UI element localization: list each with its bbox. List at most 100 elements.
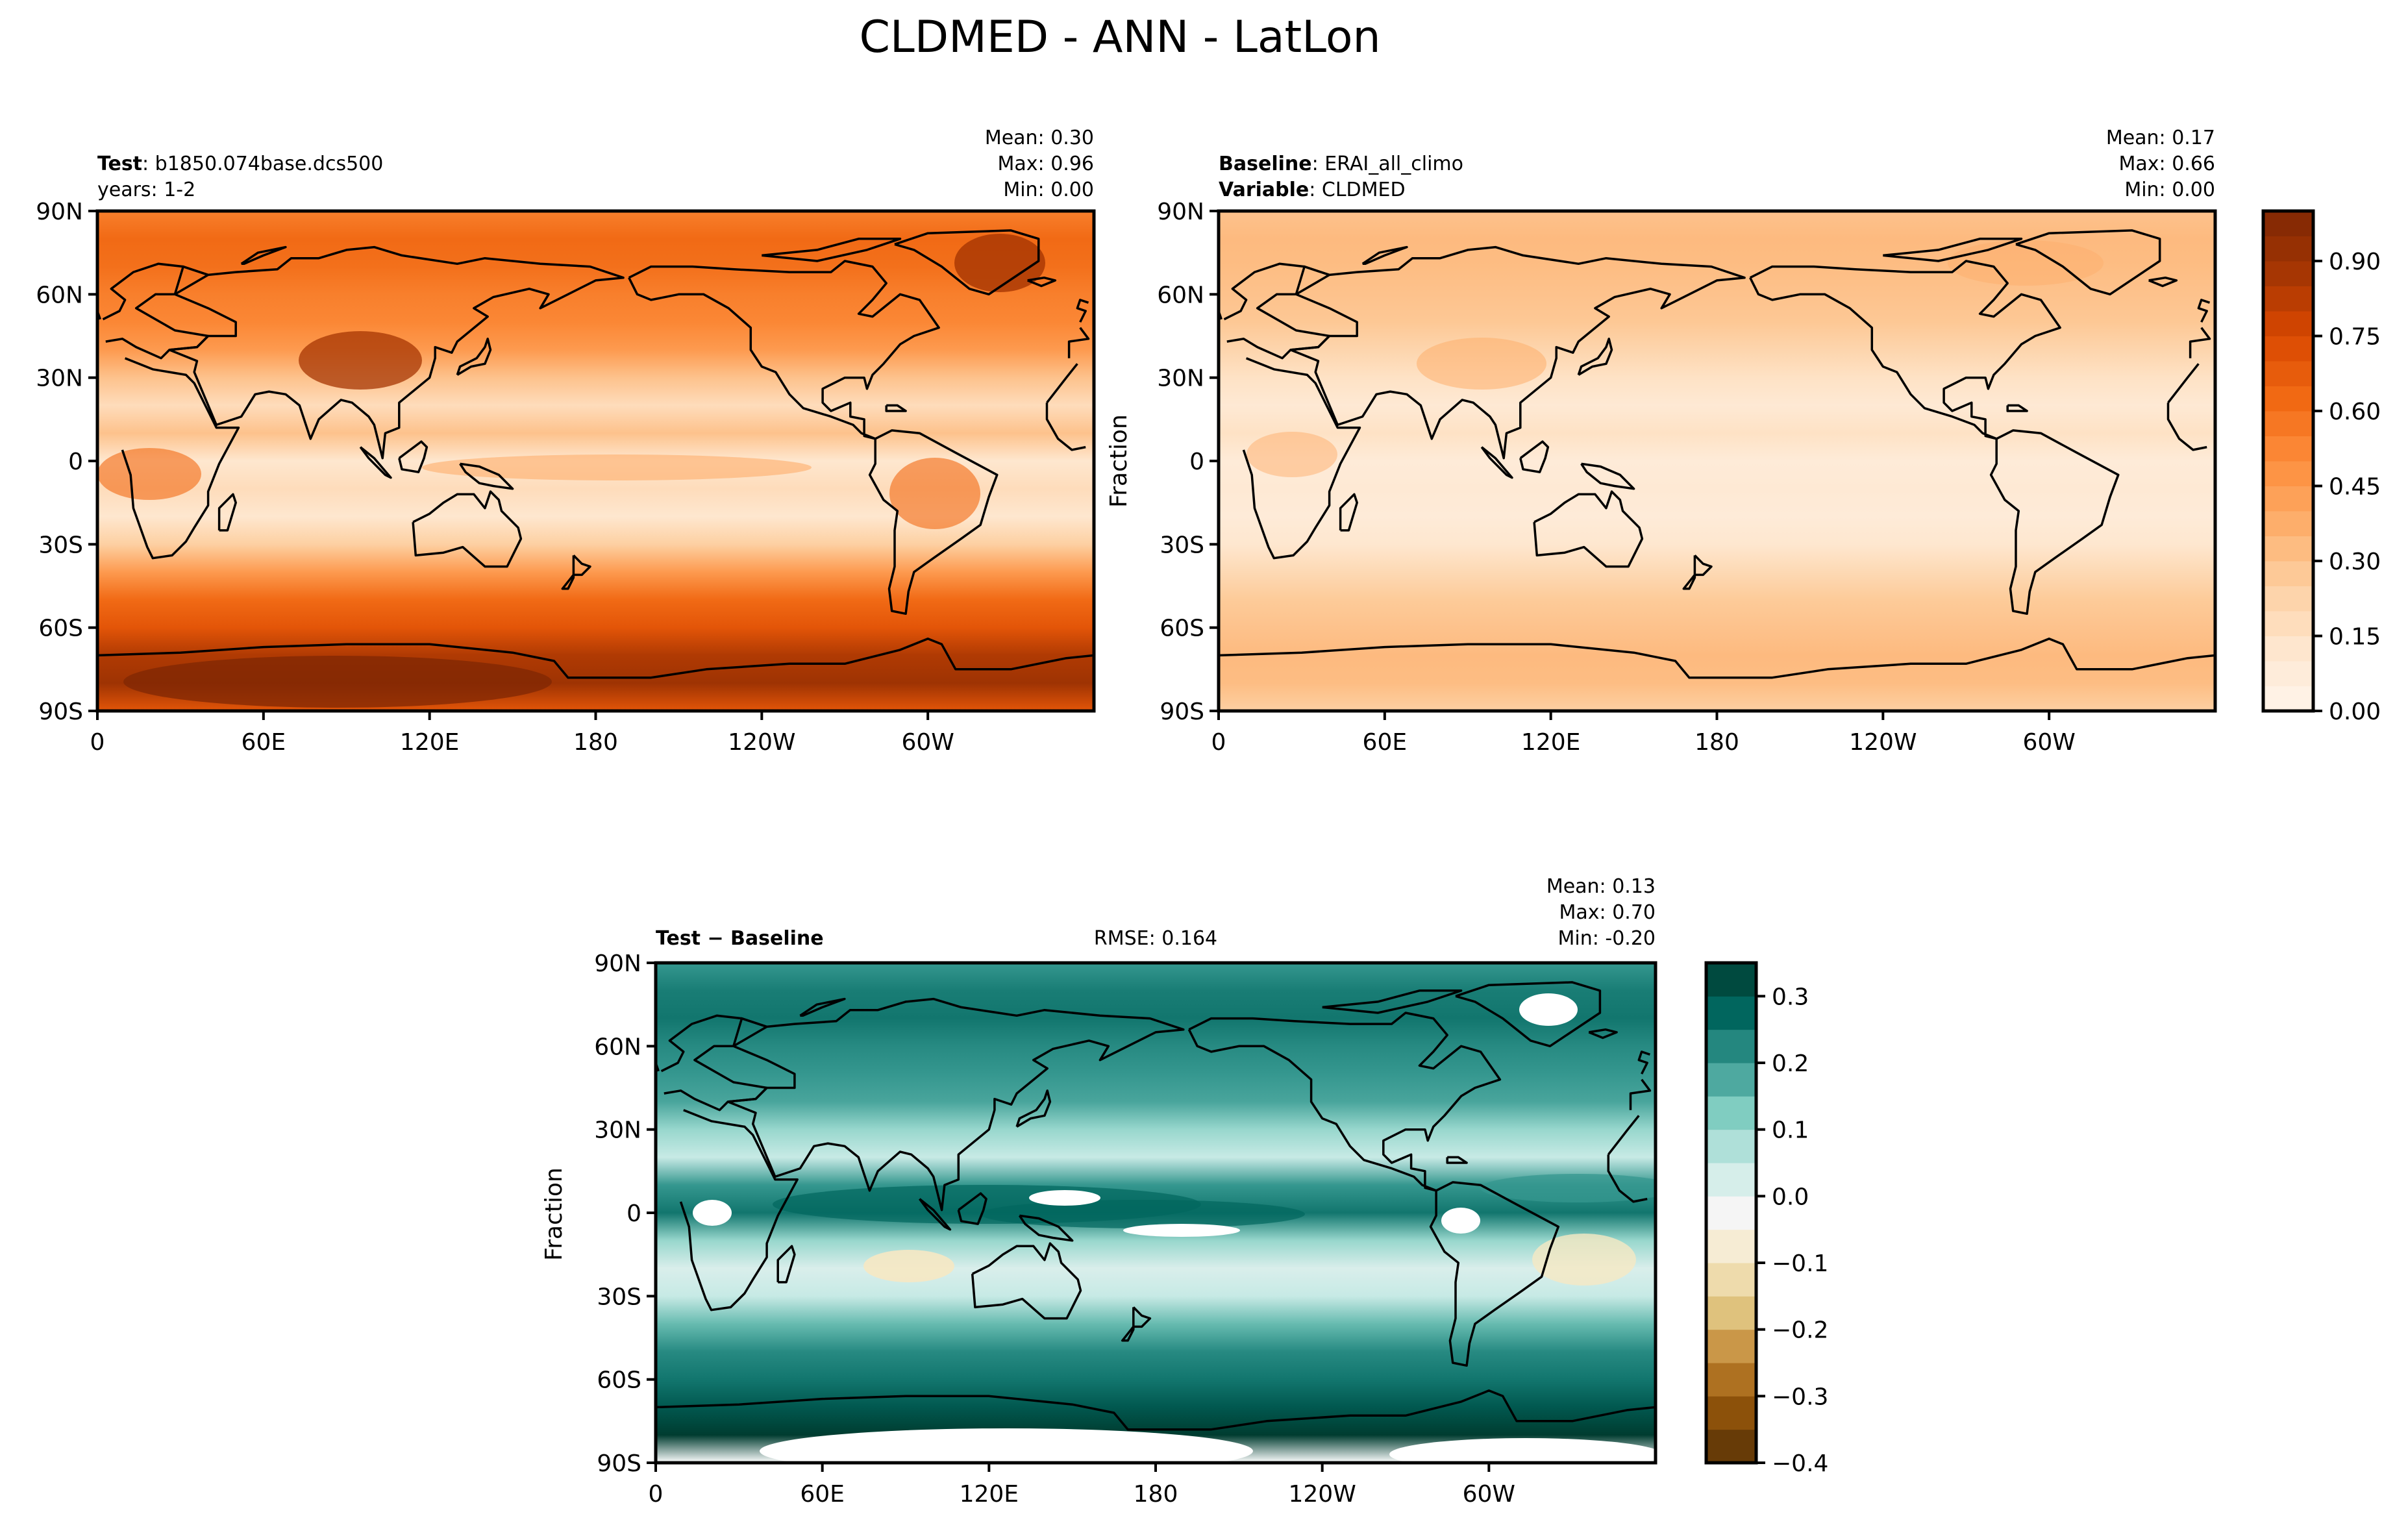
diverging-colorbar-tick-label: 0.2 — [1772, 1050, 1809, 1077]
diverging-colorbar-band — [1706, 1029, 1756, 1063]
test-title-bold: Test — [97, 153, 142, 175]
baseline-y-axis: 90N 60N 30N 0 30S 60S 90S — [1157, 199, 1219, 725]
diff-feature-east-atlantic — [1532, 1234, 1636, 1286]
test-title: Test: b1850.074base.dcs500 — [97, 153, 383, 175]
test-feature-siberia — [954, 234, 1045, 292]
sequential-colorbar-band — [2263, 411, 2313, 436]
diff-feature-maritime-continent — [980, 1200, 1305, 1228]
test-map — [97, 211, 1094, 711]
test-feature-africa — [97, 448, 201, 500]
test-feature-antarctica — [123, 656, 552, 708]
baseline-variable-rest: : CLDMED — [1309, 179, 1405, 201]
figure-title: CLDMED - ANN - LatLon — [859, 12, 1380, 63]
coastline-australia — [971, 1242, 1082, 1320]
sequential-colorbar-band — [2263, 336, 2313, 362]
coastline-greenland — [894, 229, 1040, 296]
diff-feature-pacific-blank — [1123, 1224, 1240, 1237]
y-tick-label: 30N — [1157, 366, 1204, 392]
diverging-colorbar-tick-label: −0.1 — [1772, 1250, 1828, 1277]
y-tick-label: 30S — [1160, 532, 1204, 558]
coastline-africa — [2166, 403, 2207, 451]
test-panel: Test: b1850.074base.dcs500 years: 1-2 Me… — [36, 127, 1096, 756]
y-tick-label: 90S — [597, 1450, 641, 1477]
coastline-africa — [1242, 357, 1361, 560]
coastline-antarctica — [1219, 638, 2215, 679]
diff-feature-antarctica-blank — [760, 1428, 1253, 1463]
coastline-australia — [412, 490, 523, 568]
diverging-colorbar-tick-label: 0.1 — [1772, 1117, 1809, 1144]
diff-feature-south-pacific — [863, 1250, 954, 1282]
coastline-novaya — [1361, 245, 1408, 266]
y-tick-label: 60N — [36, 282, 83, 308]
diff-y-axis: 90N 60N 30N 0 30S 60S 90S — [594, 951, 656, 1477]
test-min: Min: 0.00 — [1003, 179, 1094, 201]
sequential-colorbar-tick-label: 0.45 — [2329, 474, 2381, 501]
y-tick-label: 0 — [68, 449, 83, 475]
x-tick-label: 0 — [90, 729, 105, 756]
diverging-colorbar-band — [1706, 1163, 1756, 1197]
diff-panel: Test − Baseline RMSE: 0.164 Mean: 0.13 M… — [541, 875, 1657, 1508]
sequential-colorbar-band — [2263, 386, 2313, 412]
diverging-colorbar-bands — [1706, 963, 1756, 1463]
sequential-colorbar-tick-label: 0.00 — [2329, 699, 2381, 725]
coastline-africa — [2167, 363, 2200, 404]
coastline-europe — [1629, 1078, 1652, 1110]
coastline-caribbean — [2006, 404, 2028, 412]
baseline-min: Min: 0.00 — [2124, 179, 2215, 201]
y-tick-label: 90N — [594, 951, 641, 977]
diverging-colorbar-ticks: −0.4 −0.3 −0.2 −0.1 0.0 0.1 0.2 0.3 — [1756, 984, 1828, 1477]
sequential-colorbar: 0.00 0.15 0.30 0.45 0.60 0.75 0.90 — [2261, 209, 2381, 725]
diff-feature-amazon-blank — [1441, 1208, 1480, 1234]
test-feature-itcz — [422, 454, 812, 480]
coastline-iceland — [1027, 276, 1057, 288]
test-mean: Mean: 0.30 — [985, 127, 1094, 149]
coastline-newguinea — [459, 462, 514, 490]
x-tick-label: 120W — [728, 729, 795, 756]
coastline-caribbean — [1446, 1156, 1468, 1164]
diverging-colorbar-band — [1706, 963, 1756, 997]
coastline-novaya — [240, 245, 287, 266]
coastline-newguinea — [1580, 462, 1635, 490]
diff-rmse: RMSE: 0.164 — [1094, 927, 1217, 950]
coastline-europe — [660, 1014, 768, 1112]
diff-max: Max: 0.70 — [1559, 901, 1656, 924]
y-tick-label: 0 — [627, 1200, 641, 1227]
coastline-iceland — [1588, 1028, 1618, 1039]
coastline-japan — [1015, 1089, 1052, 1128]
baseline-variable: Variable: CLDMED — [1219, 179, 1406, 201]
diff-mean: Mean: 0.13 — [1546, 875, 1656, 898]
x-tick-label: 60E — [242, 729, 286, 756]
sequential-colorbar-band — [2263, 486, 2313, 512]
coastline-namerica — [1187, 1012, 1502, 1192]
sequential-colorbar-band — [2263, 511, 2313, 536]
coastline-arctic_isles — [1322, 989, 1463, 1014]
x-tick-label: 120W — [1849, 729, 1917, 756]
coastline-britain — [2197, 299, 2211, 323]
coastline-arctic_isles — [1883, 238, 2023, 262]
coastline-africa — [1607, 1115, 1640, 1156]
coastline-britain — [1637, 1050, 1650, 1075]
diff-x-axis: 0 60E 120E 180 120W 60W — [649, 1463, 1515, 1508]
coastline-newzealand — [1682, 554, 1713, 590]
sequential-colorbar-band — [2263, 636, 2313, 662]
sequential-colorbar-band — [2263, 586, 2313, 612]
coastline-asia — [727, 997, 1185, 1212]
coastline-newzealand — [1121, 1306, 1152, 1342]
x-tick-label: 120E — [960, 1481, 1019, 1508]
coastline-iceland — [2148, 276, 2178, 288]
y-tick-label: 60S — [1160, 615, 1204, 642]
x-tick-label: 60E — [1363, 729, 1408, 756]
coastline-greenland — [2015, 229, 2161, 296]
x-tick-label: 180 — [1134, 1481, 1178, 1508]
y-tick-label: 30S — [38, 532, 83, 558]
coastline-africa — [679, 1109, 799, 1311]
x-tick-label: 0 — [649, 1481, 664, 1508]
diverging-colorbar-band — [1706, 1229, 1756, 1263]
baseline-feature-tibet — [1417, 338, 1546, 390]
coastline-britain — [1076, 299, 1089, 323]
coastline-newzealand — [561, 554, 591, 590]
diverging-colorbar-band — [1706, 1096, 1756, 1130]
diff-map — [656, 963, 1656, 1463]
diff-feature-atlantic-band — [1480, 1174, 1656, 1202]
test-title-rest: : b1850.074base.dcs500 — [142, 153, 383, 175]
